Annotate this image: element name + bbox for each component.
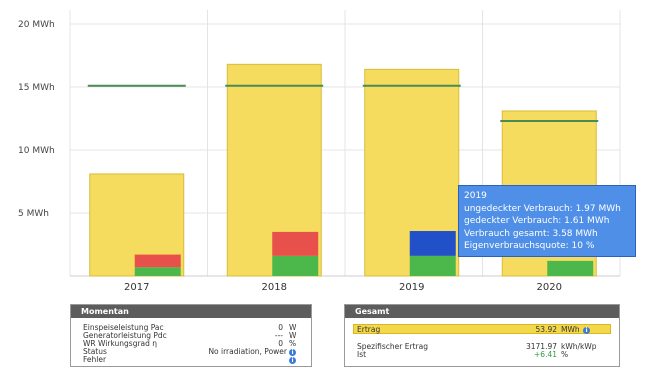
row-value: +6.41 (534, 350, 557, 359)
row-label: Status (83, 347, 107, 356)
row-unit: MWh (561, 325, 580, 334)
x-tick-label: 2017 (124, 282, 149, 293)
chart-tooltip: 2019 ungedeckter Verbrauch: 1.97 MWh ged… (458, 185, 636, 257)
row-label: Generatorleistung Pdc (83, 331, 167, 340)
y-tick-label: 15 MWh (18, 83, 55, 93)
row-value: --- (274, 331, 283, 340)
row-unit: W (289, 331, 297, 340)
momentan-panel: Momentan Einspeiseleistung Pac 0 W Gener… (70, 304, 312, 367)
info-icon[interactable]: i (583, 326, 590, 334)
row-value: 0 (278, 323, 283, 332)
bar-uncovered-consumption (272, 231, 319, 256)
y-tick-label: 20 MWh (18, 20, 55, 30)
bar-uncovered-consumption-highlight (409, 231, 456, 256)
bar-covered-consumption (547, 260, 594, 276)
gesamt-panel: Gesamt Ertrag 53.92 MWh i Spezifischer E… (344, 304, 620, 367)
row-value: 53.92 (535, 325, 557, 334)
row-value: 0 (278, 339, 283, 348)
gesamt-title: Gesamt (345, 305, 619, 318)
row-label: WR Wirkungsgrad η (83, 339, 158, 348)
tooltip-line-total: Verbrauch gesamt: 3.58 MWh (464, 228, 598, 239)
row-unit: % (561, 350, 569, 359)
row-label: Ertrag (357, 325, 381, 334)
info-icon[interactable]: i (289, 348, 296, 356)
bar-covered-consumption (409, 255, 456, 276)
bar-uncovered-consumption (134, 254, 181, 268)
y-tick-label: 5 MWh (18, 209, 49, 219)
row-label: Ist (357, 350, 367, 359)
momentan-title: Momentan (71, 305, 311, 318)
tooltip-line-covered: gedeckter Verbrauch: 1.61 MWh (464, 216, 610, 226)
x-tick-label: 2018 (262, 282, 287, 293)
bar-covered-consumption (134, 267, 181, 276)
row-label: Spezifischer Ertrag (357, 342, 428, 351)
tooltip-line-uncovered: ungedeckter Verbrauch: 1.97 MWh (464, 203, 621, 214)
ertrag-bar (353, 324, 611, 334)
row-label: Einspeiseleistung Pac (83, 323, 164, 332)
x-tick-label: 2020 (537, 282, 562, 293)
row-value: No irradiation, Power (208, 347, 287, 356)
row-unit: W (289, 323, 297, 332)
y-axis-labels: 20 MWh 15 MWh 10 MWh 5 MWh (18, 20, 55, 219)
tooltip-year: 2019 (464, 191, 487, 201)
row-unit: % (289, 339, 297, 348)
x-axis-labels: 2017 2018 2019 2020 (124, 282, 562, 293)
row-unit: kWh/kWp (561, 342, 597, 351)
bar-covered-consumption (272, 255, 319, 276)
y-tick-label: 10 MWh (18, 146, 55, 156)
x-tick-label: 2019 (399, 282, 424, 293)
row-value: 3171.97 (525, 342, 557, 351)
tooltip-line-ratio: Eigenverbrauchsquote: 10 % (464, 241, 595, 251)
row-label: Fehler (83, 355, 107, 364)
info-icon[interactable]: i (289, 356, 296, 364)
